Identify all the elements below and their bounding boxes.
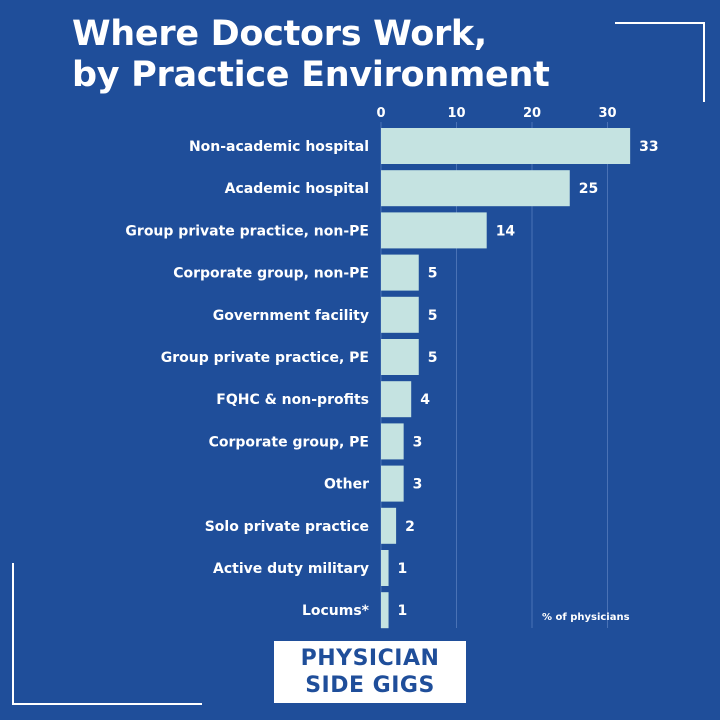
data-label: 5 (428, 308, 438, 324)
data-label: 25 (579, 181, 598, 197)
category-label: Non-academic hospital (189, 139, 369, 155)
category-label: Solo private practice (205, 519, 369, 535)
x-axis-label: % of physicians (542, 612, 630, 623)
category-label: Active duty military (213, 561, 369, 577)
category-label: Corporate group, non-PE (173, 266, 369, 282)
data-label: 3 (413, 434, 423, 450)
data-label: 1 (398, 561, 408, 577)
logo-line-2: SIDE GIGS (305, 673, 435, 698)
bar (381, 465, 404, 502)
bar (381, 212, 487, 249)
category-label: FQHC & non-profits (216, 392, 369, 408)
bar (381, 381, 412, 418)
x-tick-label: 20 (523, 106, 541, 121)
bar (381, 423, 404, 460)
chart-title: Where Doctors Work, by Practice Environm… (72, 14, 550, 96)
bar (381, 550, 389, 586)
bar (381, 296, 419, 333)
bar (381, 254, 419, 291)
category-label: Locums* (302, 603, 370, 619)
data-label: 4 (420, 392, 430, 408)
corner-line-top-vertical (703, 22, 705, 102)
data-label: 5 (428, 266, 438, 282)
category-label: Corporate group, PE (209, 434, 369, 450)
bar (381, 339, 419, 375)
category-label: Other (324, 477, 369, 493)
category-label: Academic hospital (225, 181, 369, 197)
logo-line-1: PHYSICIAN (300, 646, 440, 671)
logo: PHYSICIAN SIDE GIGS (274, 641, 466, 703)
x-tick-label: 0 (376, 106, 385, 121)
corner-line-bottom-vertical (12, 563, 14, 705)
x-tick-label: 30 (598, 106, 616, 121)
bar (381, 507, 397, 544)
bar (381, 170, 570, 207)
category-label: Group private practice, PE (161, 350, 369, 366)
data-label: 1 (398, 603, 408, 619)
data-label: 3 (413, 477, 423, 493)
title-line-1: Where Doctors Work, (72, 14, 487, 54)
bar (381, 128, 631, 164)
x-tick-label: 10 (447, 106, 465, 121)
category-label: Government facility (213, 308, 369, 324)
data-label: 33 (639, 139, 658, 155)
data-label: 2 (405, 519, 415, 535)
title-line-2: by Practice Environment (72, 55, 550, 95)
corner-line-top-horizontal (615, 22, 705, 24)
corner-line-bottom-horizontal (12, 703, 202, 705)
data-label: 5 (428, 350, 438, 366)
category-label: Group private practice, non-PE (125, 223, 369, 239)
data-label: 14 (496, 223, 516, 239)
bar (381, 592, 389, 629)
